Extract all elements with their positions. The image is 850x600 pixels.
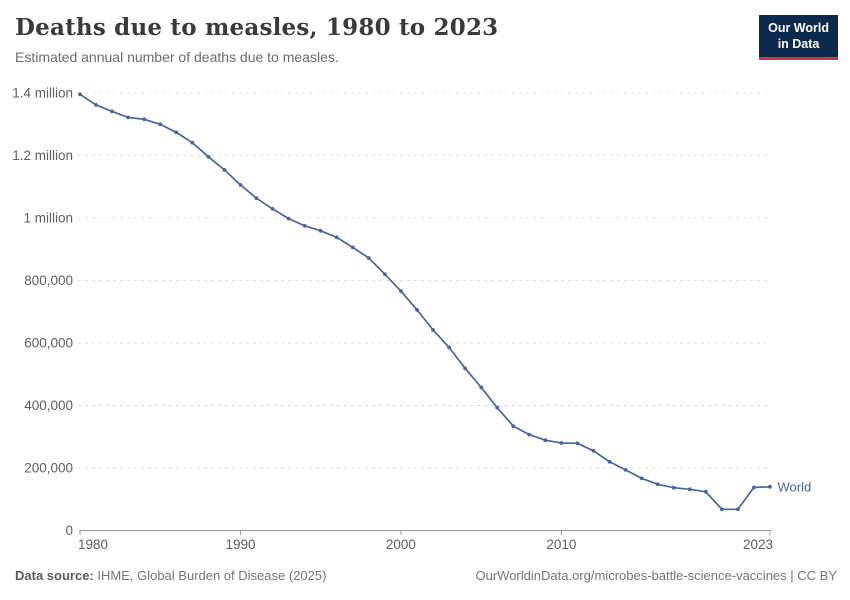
- x-tick-label: 1980: [78, 537, 108, 552]
- data-point: [366, 256, 371, 260]
- data-point: [270, 207, 275, 211]
- data-point: [527, 432, 532, 437]
- data-point: [318, 228, 323, 233]
- data-point: [350, 245, 355, 250]
- data-point: [190, 140, 195, 145]
- data-point: [752, 485, 756, 490]
- data-point: [174, 130, 179, 135]
- y-tick-label: 600,000: [24, 336, 73, 351]
- data-point: [543, 438, 548, 443]
- data-point: [158, 122, 163, 127]
- data-point: [720, 507, 724, 512]
- data-point: [559, 441, 564, 445]
- series-label-world[interactable]: World: [778, 479, 812, 494]
- data-point: [479, 385, 484, 390]
- data-line: [79, 93, 771, 511]
- data-source-value: IHME, Global Burden of Disease (2025): [97, 568, 327, 584]
- owid-logo-line1: Our World: [768, 21, 829, 35]
- credit-url: OurWorldinData.org/microbes-battle-scien…: [475, 568, 838, 584]
- data-point: [110, 109, 114, 114]
- data-point: [302, 223, 307, 228]
- data-source-note: Data source: IHME, Global Burden of Dise…: [15, 568, 326, 584]
- x-tick-label: 2023: [743, 537, 773, 552]
- data-point: [399, 289, 403, 293]
- data-point: [511, 424, 516, 428]
- data-point: [671, 485, 676, 490]
- data-point: [126, 115, 130, 120]
- data-point: [703, 489, 708, 494]
- y-tick-label: 1.4 million: [12, 86, 73, 101]
- y-tick-label: 0: [65, 523, 73, 538]
- data-point: [94, 103, 98, 107]
- chart-subtitle: Estimated annual number of deaths due to…: [15, 49, 339, 66]
- owid-logo-line2: in Data: [777, 37, 820, 52]
- data-point: [206, 154, 211, 159]
- x-tick-label: 2000: [386, 537, 416, 552]
- y-tick-label: 200,000: [24, 461, 73, 476]
- data-point: [254, 196, 259, 201]
- data-point: [415, 308, 419, 312]
- data-point: [463, 366, 467, 371]
- data-point: [687, 487, 692, 492]
- data-point: [607, 459, 612, 464]
- data-point: [334, 235, 339, 240]
- data-point: [447, 345, 451, 350]
- data-point: [383, 272, 387, 277]
- data-point: [142, 117, 147, 122]
- x-tick-label: 1990: [225, 537, 255, 552]
- y-tick-label: 400,000: [24, 398, 73, 413]
- y-tick-label: 1 million: [23, 211, 73, 226]
- data-point: [575, 441, 580, 446]
- header-titles: Deaths due to measles, 1980 to 2023 Esti…: [15, 15, 498, 66]
- data-point: [222, 168, 227, 172]
- data-point: [623, 468, 628, 472]
- chart-title: Deaths due to measles, 1980 to 2023: [15, 14, 499, 41]
- data-point: [655, 482, 660, 487]
- data-point: [736, 507, 740, 512]
- x-tick-label: 2010: [546, 537, 576, 552]
- y-tick-label: 1.2 million: [12, 148, 73, 163]
- chart-footer: Data source: IHME, Global Burden of Dise…: [15, 568, 837, 584]
- data-point: [238, 183, 243, 187]
- data-point: [431, 328, 435, 332]
- data-source-label: Data source:: [15, 568, 94, 584]
- data-point: [639, 476, 644, 481]
- data-point: [591, 448, 596, 453]
- data-point: [286, 216, 291, 221]
- data-point: [78, 92, 82, 97]
- chart-header: Deaths due to measles, 1980 to 2023 Esti…: [15, 15, 838, 66]
- owid-logo: Our World in Data: [759, 15, 838, 60]
- data-point: [495, 405, 500, 410]
- y-tick-label: 800,000: [24, 273, 73, 288]
- data-point: [768, 484, 772, 489]
